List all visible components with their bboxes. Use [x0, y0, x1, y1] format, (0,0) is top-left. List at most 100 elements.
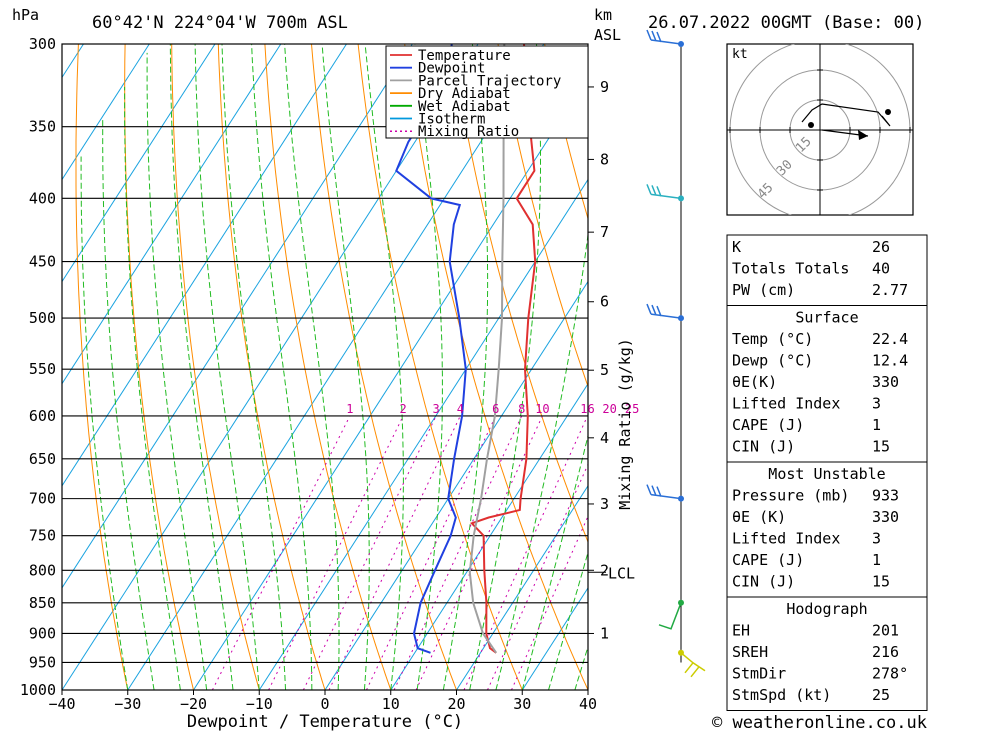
index-label: StmSpd (kt): [732, 686, 831, 704]
index-value: 201: [872, 622, 899, 640]
isotherm-line: [62, 44, 150, 181]
wet-adiabat-line: [548, 550, 588, 690]
mixing-ratio-labels: 1 2 3 4 6 8 10 16 20 25: [346, 402, 639, 416]
index-label: CIN (J): [732, 573, 795, 591]
pressure-unit-label: hPa: [12, 6, 39, 24]
legend-label: Dewpoint: [418, 61, 485, 77]
x-tick-label: −10: [246, 695, 273, 713]
index-label: EH: [732, 622, 750, 640]
hodograph-point: [808, 122, 814, 128]
indices-box: [726, 234, 928, 306]
pressure-tick-label: 800: [29, 561, 56, 579]
mixing-ratio-label: 4: [457, 402, 464, 416]
index-value: 25: [872, 686, 890, 704]
pressure-tick-label: 850: [29, 594, 56, 612]
height-axis: 1 2 3 4 5 6 7 8 9 LCL: [588, 78, 635, 642]
wind-barb-shape: [646, 303, 682, 319]
index-label: θE (K): [732, 508, 786, 526]
indices-box: [726, 461, 928, 598]
legend-label: Parcel Trajectory: [418, 73, 561, 89]
wet-adiabat-line: [414, 44, 443, 690]
index-label: Dewp (°C): [732, 352, 813, 370]
isotherm-line: [390, 382, 588, 690]
wind-barb-shape: [680, 652, 706, 678]
isotherm-line: [0, 44, 18, 690]
wind-barb: [646, 484, 684, 502]
x-tick-label: −40: [48, 695, 75, 713]
pressure-tick-label: 350: [29, 118, 56, 136]
pressure-tick-label: 900: [29, 624, 56, 642]
index-value: 933: [872, 487, 899, 505]
wind-barb: [658, 599, 684, 630]
index-label: CAPE (J): [732, 416, 804, 434]
index-label: StmDir: [732, 665, 786, 683]
index-value: 216: [872, 643, 899, 661]
index-value: 22.4: [872, 330, 908, 348]
mixing-ratio-line: [211, 415, 351, 690]
isotherm-line: [62, 44, 479, 690]
wind-barb-shape: [646, 484, 682, 500]
wind-barb-shape: [646, 184, 682, 200]
wet-adiabat-line: [169, 44, 234, 690]
pressure-tick-label: 500: [29, 309, 56, 327]
height-tick-label: 8: [600, 150, 609, 168]
plot-frame: [61, 43, 589, 691]
mixing-ratio-line: [415, 415, 543, 690]
dry-adiabat-line: [171, 44, 260, 690]
dry-adiabat-line: [75, 44, 129, 690]
pressure-tick-label: 1000: [20, 681, 56, 699]
x-tick-label: 30: [513, 695, 531, 713]
axes: 3003504004505005506006507007508008509009…: [20, 35, 597, 713]
wind-barb: [646, 29, 684, 47]
index-value: 278°: [872, 665, 908, 683]
index-value: 40: [872, 260, 890, 278]
mixing-ratio-label: 8: [518, 402, 525, 416]
dry-adiabat-line: [124, 44, 194, 690]
pressure-tick-label: 600: [29, 407, 56, 425]
dry-adiabat-line: [357, 44, 523, 690]
isotherm-line: [324, 280, 588, 690]
height-tick-label: 6: [600, 293, 609, 311]
mixing-ratio-label: 3: [432, 402, 439, 416]
height-unit-label: km: [594, 6, 612, 24]
wind-barb: [646, 303, 684, 322]
height-tick-label: 7: [600, 223, 609, 241]
index-label: Temp (°C): [732, 330, 813, 348]
height-unit-sub-label: ASL: [594, 26, 621, 44]
storm-motion-arrowhead: [858, 130, 868, 140]
profile-parcel-trajectory: [468, 44, 506, 654]
dry-adiabat-line: [311, 44, 457, 690]
pressure-tick-label: 450: [29, 253, 56, 271]
index-value: 15: [872, 573, 890, 591]
pressure-tick-label: 750: [29, 527, 56, 545]
wet-adiabat-line: [521, 433, 588, 690]
indices-box-title: Hodograph: [786, 600, 867, 618]
index-value: 3: [872, 395, 881, 413]
mixing-ratio-label: 25: [625, 402, 639, 416]
lcl-label: LCL: [608, 564, 635, 582]
index-value: 2.77: [872, 281, 908, 299]
mixing-ratio-line: [487, 463, 588, 690]
mixing-ratio-label: 20: [602, 402, 616, 416]
legend-label: Temperature: [418, 48, 511, 64]
legend-label: Dry Adiabat: [418, 86, 511, 102]
wind-barb-shape: [658, 602, 682, 630]
index-value: 12.4: [872, 352, 908, 370]
pressure-tick-label: 400: [29, 189, 56, 207]
isotherm-line: [62, 44, 413, 589]
indices-tables: K 26 Totals Totals 40 PW (cm) 2.77 Surface Temp…: [726, 234, 928, 711]
mixing-ratio-label: 1: [346, 402, 353, 416]
dry-adiabat-line: [497, 44, 588, 388]
hodograph-unit: kt: [732, 47, 748, 62]
x-tick-label: 20: [447, 695, 465, 713]
pressure-tick-label: 550: [29, 360, 56, 378]
isotherm-line: [62, 44, 282, 385]
indices-box-title: Most Unstable: [768, 465, 885, 483]
wind-barb: [646, 184, 684, 202]
wet-adiabat-line: [124, 86, 181, 690]
index-label: K: [732, 238, 741, 256]
location-title: 60°42'N 224°04'W 700m ASL: [92, 13, 348, 33]
index-label: SREH: [732, 643, 768, 661]
legend-label: Isotherm: [418, 112, 485, 128]
